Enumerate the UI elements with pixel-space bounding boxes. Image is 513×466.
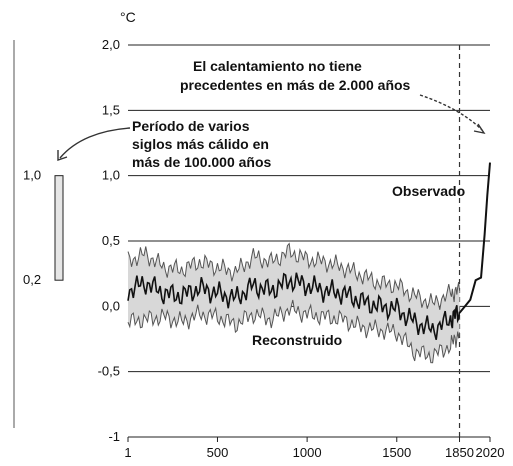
x-tick-label-4: 1850 [445, 445, 474, 460]
gridlines [128, 44, 490, 438]
y-tick-label-5: -0,5 [98, 364, 120, 379]
arrow-head-unprecedented [473, 123, 486, 135]
reconstructed-lower-line [127, 299, 461, 364]
x-tick-labels: 1 500 1000 1500 1850 2020 [124, 437, 504, 460]
y-tick-label-2: 1,0 [102, 168, 120, 183]
side-bar-group: 1,0 0,2 [23, 168, 64, 287]
x-tick-label-5: 2020 [476, 445, 505, 460]
annotation-reconstructed: Reconstruido [252, 332, 342, 348]
x-tick-label-3: 1500 [382, 445, 411, 460]
annotation-unprecedented-line-1: El calentamiento no tiene [193, 58, 362, 74]
arrow-head-warmest [57, 150, 68, 161]
series-layer [127, 162, 491, 364]
x-tick-label-0: 1 [124, 445, 131, 460]
annotation-warmest-line-3: más de 100.000 años [132, 154, 272, 170]
x-tick-label-2: 1000 [293, 445, 322, 460]
y-tick-label-4: 0,0 [102, 298, 120, 313]
arrow-unprecedented [419, 94, 483, 131]
reconstructed-upper-line [127, 242, 461, 310]
unit-label: °C [120, 9, 136, 25]
arrow-warmest [59, 127, 131, 159]
y-tick-label-1: 1,5 [102, 102, 120, 117]
y-tick-label-6: -1 [108, 429, 120, 444]
x-tick-label-1: 500 [207, 445, 229, 460]
annotation-unprecedented-line-2: precedentes en más de 2.000 años [180, 77, 411, 93]
y-tick-label-0: 2,0 [102, 37, 120, 52]
reconstructed-mid-line [127, 272, 461, 340]
side-bar-range [54, 175, 64, 281]
annotation-warmest-line-2: siglos más cálido en [132, 136, 269, 152]
side-bar-top-label: 1,0 [23, 168, 41, 183]
y-tick-label-3: 0,5 [102, 233, 120, 248]
observed-line [458, 162, 491, 314]
annotation-warmest-line-1: Período de varios [132, 118, 250, 134]
y-tick-labels: 2,0 1,5 1,0 0,5 0,0 -0,5 -1 [98, 37, 120, 444]
annotation-observed: Observado [392, 183, 465, 199]
side-bar-bottom-label: 0,2 [23, 272, 41, 287]
